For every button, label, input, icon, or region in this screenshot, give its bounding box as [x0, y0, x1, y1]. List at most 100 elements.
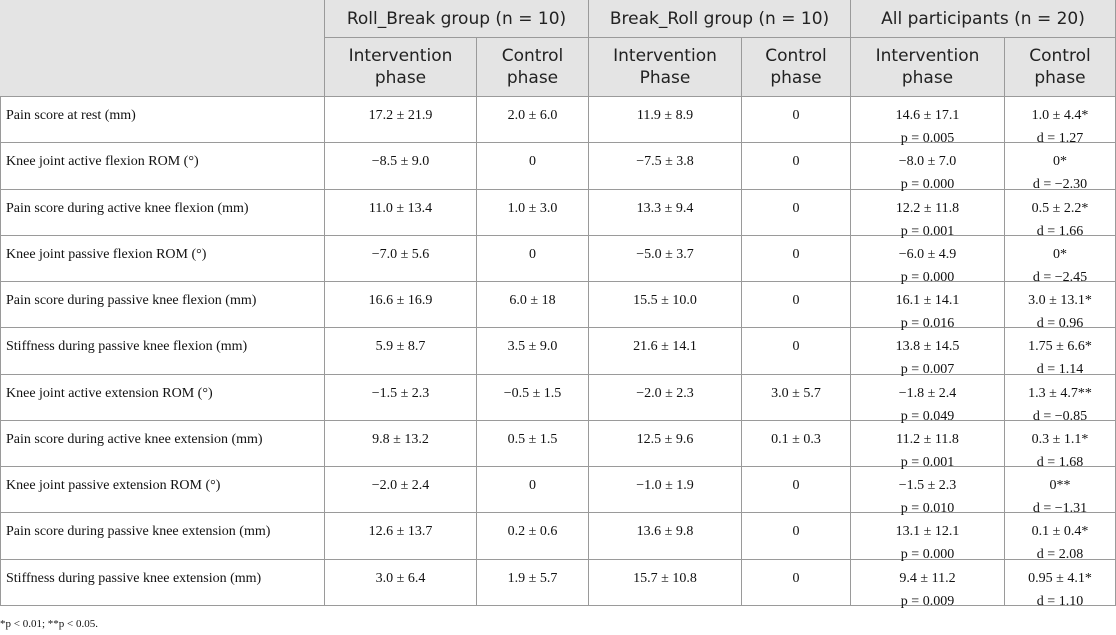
cell-line: 0**	[1049, 478, 1071, 494]
cell-line: p = 0.009	[900, 593, 955, 609]
cell-line: p = 0.049	[900, 408, 955, 424]
data-cell: 13.8 ± 14.5 p = 0.007	[851, 328, 1005, 377]
data-cell: 5.9 ± 8.7	[325, 328, 477, 375]
data-cell: 0.95 ± 4.1* d = 1.10	[1005, 559, 1116, 609]
data-cell: −7.0 ± 5.6	[325, 235, 477, 283]
cell-line: p = 0.000	[900, 547, 955, 563]
cell-line: 12.6 ± 13.7	[368, 524, 433, 540]
cell-line: −1.8 ± 2.4	[898, 385, 957, 401]
cell-line: 0.1 ± 0.3	[771, 431, 821, 447]
cell-line: 0	[792, 293, 800, 309]
cell-line: 0	[792, 246, 800, 262]
data-cell: 16.1 ± 14.1 p = 0.016	[851, 282, 1005, 331]
cell-line: −2.0 ± 2.3	[636, 385, 694, 401]
phase-header: Control phase	[742, 38, 851, 97]
phase-header: Intervention Phase	[589, 38, 742, 97]
data-cell: 0	[742, 235, 851, 283]
data-cell: 0	[742, 143, 851, 190]
data-cell: 0* d = −2.45	[1005, 235, 1116, 285]
cell-line: 0	[792, 478, 800, 494]
data-cell: 15.5 ± 10.0	[589, 282, 742, 329]
cell-line: −8.5 ± 9.0	[371, 154, 430, 170]
cell-line: 0	[529, 246, 536, 262]
cell-line: p = 0.001	[900, 223, 955, 239]
cell-line: 11.9 ± 8.9	[636, 108, 694, 123]
cell-line: 0.5 ± 1.5	[507, 431, 558, 447]
data-cell: 17.2 ± 21.9	[325, 97, 477, 144]
group-header: Break_Roll group (n = 10)	[589, 0, 851, 38]
data-cell: −1.5 ± 2.3	[325, 374, 477, 421]
data-cell: 0	[477, 143, 589, 190]
row-label: Knee joint passive extension ROM (°)	[0, 467, 325, 514]
data-cell: 0.5 ± 2.2* d = 1.66	[1005, 189, 1116, 239]
data-cell: 0.1 ± 0.3	[742, 420, 851, 468]
cell-line: 12.2 ± 11.8	[895, 200, 960, 216]
data-cell: 0.3 ± 1.1* d = 1.68	[1005, 420, 1116, 470]
cell-line: d = 0.96	[1036, 316, 1084, 332]
data-cell: 9.8 ± 13.2	[325, 420, 477, 468]
cell-line: 11.2 ± 11.8	[896, 431, 959, 447]
data-cell: 3.5 ± 9.0	[477, 328, 589, 375]
cell-line: d = 1.68	[1036, 454, 1084, 470]
data-cell: 0	[742, 282, 851, 329]
cell-line: d = 1.66	[1036, 223, 1084, 239]
data-cell: −6.0 ± 4.9 p = 0.000	[851, 235, 1005, 285]
cell-line: 0	[529, 478, 536, 494]
data-cell: −8.5 ± 9.0	[325, 143, 477, 190]
cell-line: d = −2.30	[1032, 177, 1088, 193]
cell-line: 0	[529, 154, 536, 170]
cell-line: 0.3 ± 1.1*	[1031, 431, 1089, 447]
cell-line: 13.1 ± 12.1	[895, 524, 960, 540]
row-label: Pain score during active knee flexion (m…	[0, 189, 325, 236]
cell-line: 0	[792, 339, 800, 355]
data-cell: 0	[742, 513, 851, 560]
cell-line: 3.5 ± 9.0	[507, 339, 558, 355]
data-cell: 1.3 ± 4.7** d = −0.85	[1005, 374, 1116, 424]
cell-line: 0	[792, 200, 800, 216]
cell-line: −8.0 ± 7.0	[898, 154, 957, 170]
data-cell: 3.0 ± 6.4	[325, 559, 477, 606]
cell-line: 1.0 ± 4.4*	[1031, 108, 1089, 123]
footnote: *p < 0.01; **p < 0.05.	[0, 618, 98, 630]
data-cell: 2.0 ± 6.0	[477, 97, 589, 144]
data-cell: 0	[742, 559, 851, 606]
phase-header: Control phase	[1005, 38, 1116, 97]
cell-line: 0*	[1053, 246, 1067, 262]
cell-line: −1.5 ± 2.3	[898, 478, 957, 494]
data-cell: 0	[477, 235, 589, 283]
cell-line: d = 2.08	[1036, 547, 1084, 563]
cell-line: d = −0.85	[1032, 408, 1088, 424]
row-label: Stiffness during passive knee flexion (m…	[0, 328, 325, 375]
row-label: Knee joint active extension ROM (°)	[0, 374, 325, 421]
data-cell: −0.5 ± 1.5	[477, 374, 589, 421]
data-cell: 12.5 ± 9.6	[589, 420, 742, 468]
cell-line: p = 0.000	[900, 177, 955, 193]
cell-line: 15.7 ± 10.8	[633, 570, 697, 586]
data-cell: 6.0 ± 18	[477, 282, 589, 329]
cell-line: d = 1.14	[1036, 362, 1084, 378]
cell-line: −5.0 ± 3.7	[636, 246, 694, 262]
data-cell: 16.6 ± 16.9	[325, 282, 477, 329]
cell-line: −2.0 ± 2.4	[371, 478, 430, 494]
cell-line: 13.3 ± 9.4	[636, 200, 694, 216]
cell-line: 0.5 ± 2.2*	[1031, 200, 1089, 216]
cell-line: 3.0 ± 5.7	[771, 385, 821, 401]
cell-line: 21.6 ± 14.1	[633, 339, 697, 355]
data-cell: 0	[742, 467, 851, 514]
cell-line: d = 1.10	[1036, 593, 1084, 609]
cell-line: 0.2 ± 0.6	[507, 524, 558, 540]
cell-line: 17.2 ± 21.9	[368, 108, 433, 123]
cell-line: −1.5 ± 2.3	[371, 385, 430, 401]
cell-line: 1.0 ± 3.0	[507, 200, 558, 216]
phase-header: Intervention phase	[325, 38, 477, 97]
data-cell: 11.0 ± 13.4	[325, 189, 477, 236]
data-cell: 0* d = −2.30	[1005, 143, 1116, 192]
phase-header: Intervention phase	[851, 38, 1005, 97]
cell-line: 14.6 ± 17.1	[895, 108, 960, 123]
cell-line: p = 0.000	[900, 269, 955, 285]
cell-line: d = 1.27	[1036, 131, 1084, 146]
data-cell: −8.0 ± 7.0 p = 0.000	[851, 143, 1005, 192]
cell-line: p = 0.001	[900, 454, 955, 470]
data-cell: 0	[477, 467, 589, 514]
data-cell: −1.0 ± 1.9	[589, 467, 742, 514]
